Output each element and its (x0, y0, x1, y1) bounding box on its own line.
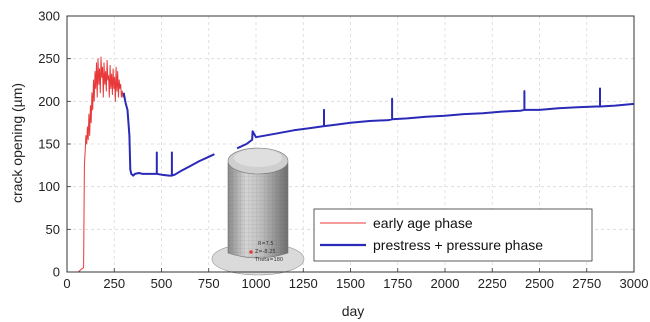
x-tick-label: 250 (103, 276, 125, 291)
x-tick-label: 2250 (478, 276, 507, 291)
series-line-early-age (77, 56, 125, 273)
x-tick-label: 3000 (620, 276, 649, 291)
grid (67, 16, 634, 272)
axes: 0 250 500 750 1000 1250 1500 1750 2000 2250 2500 27… (38, 9, 648, 292)
y-tick-label: 100 (38, 179, 60, 194)
y-tick-label: 150 (38, 137, 60, 152)
x-tick-label: 500 (151, 276, 173, 291)
legend-label-early-age: early age phase (373, 215, 473, 231)
plot-frame (66, 15, 635, 273)
x-tick-label: 1250 (289, 276, 318, 291)
y-tick-label: 50 (46, 222, 60, 237)
inset-cylinder-model: R=7.5 Z=-8.25 Theta=180 (211, 147, 305, 276)
x-axis-label: day (342, 303, 365, 319)
inset-sensor-marker (249, 250, 253, 254)
legend-label-prestress: prestress + pressure phase (373, 237, 543, 253)
inset-label-z: Z=-8.25 (255, 249, 276, 255)
series-line-prestress (122, 87, 635, 177)
inset-mesh (228, 163, 288, 258)
y-tick-label: 200 (38, 94, 60, 109)
legend: early age phase prestress + pressure pha… (313, 208, 593, 262)
y-axis-label: crack opening (µm) (9, 83, 25, 203)
inset-label-r: R=7.5 (258, 241, 274, 247)
x-tick-label: 1750 (383, 276, 412, 291)
series-lines (77, 56, 635, 273)
x-tick-label: 1000 (242, 276, 271, 291)
y-tick-label: 250 (38, 51, 60, 66)
x-tick-label: 2000 (431, 276, 460, 291)
inset-dome-top (234, 149, 282, 167)
x-tick-label: 1500 (336, 276, 365, 291)
x-tick-label: 0 (63, 276, 70, 291)
x-tick-label: 2750 (572, 276, 601, 291)
y-tick-label: 300 (38, 9, 60, 24)
x-tick-label: 750 (198, 276, 220, 291)
y-tick-label: 0 (53, 265, 60, 280)
inset-label-theta: Theta=180 (254, 257, 283, 263)
legend-box (313, 208, 593, 262)
x-tick-label: 2500 (525, 276, 554, 291)
